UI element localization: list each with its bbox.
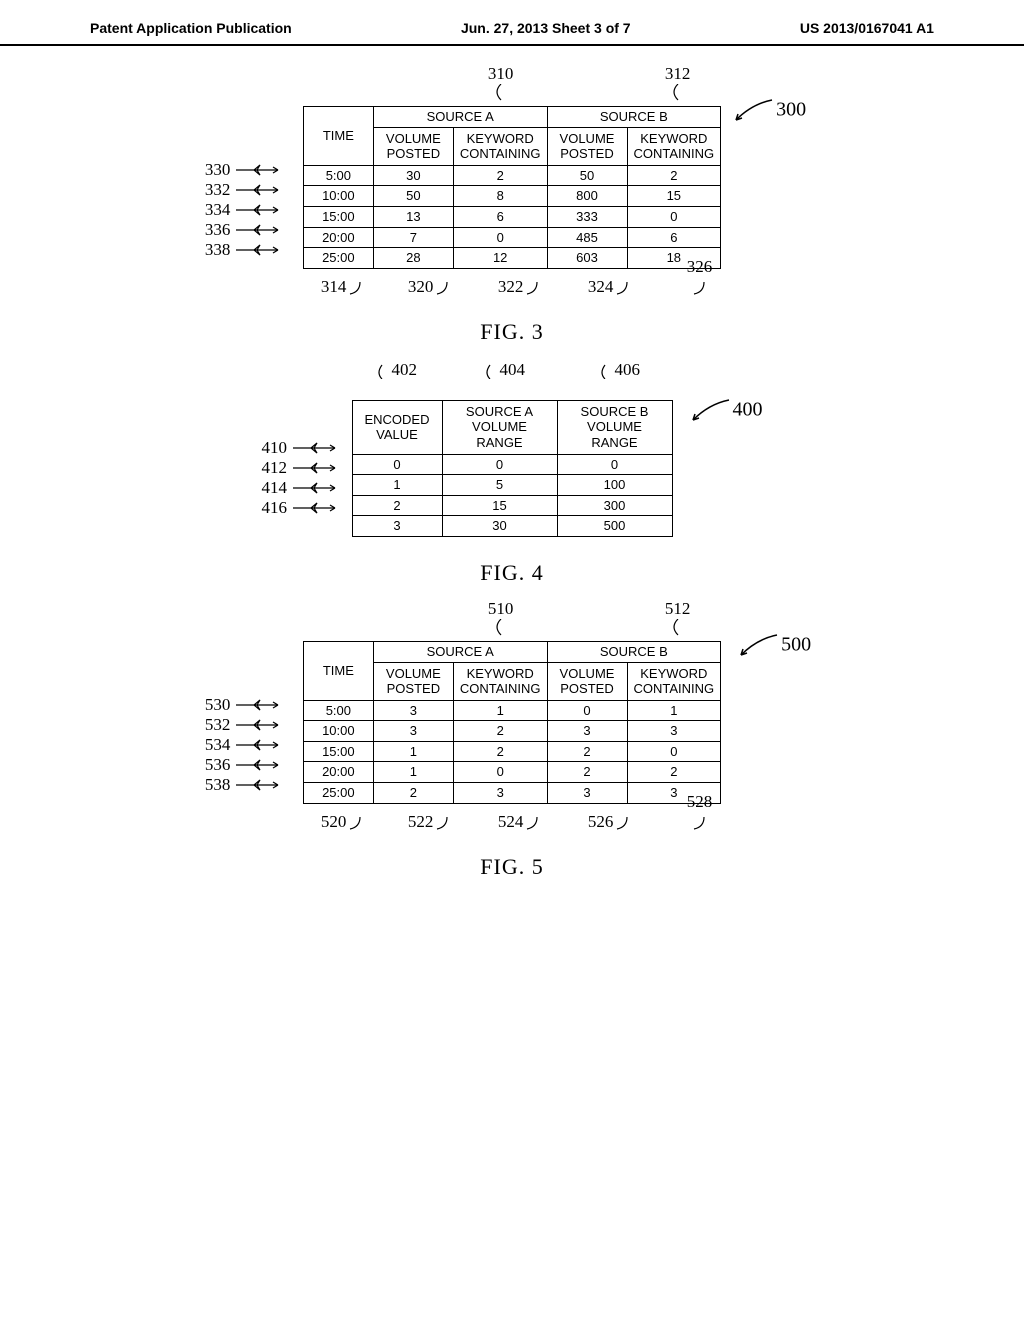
ref-322: 322: [498, 277, 544, 297]
header-left: Patent Application Publication: [90, 20, 292, 36]
ref-336: 336: [205, 220, 283, 240]
table-row: 5:003101: [303, 700, 720, 721]
table-row: 15100: [352, 475, 672, 496]
header-right: US 2013/0167041 A1: [800, 20, 934, 36]
fig3-table: TIME SOURCE A SOURCE B VOLUME POSTED KEY…: [303, 106, 721, 269]
ref-512: 512: [665, 599, 691, 637]
ref-326: 326: [678, 257, 721, 297]
page-body: 310 312 300 TIME SOURCE A SOURCE B: [0, 46, 1024, 880]
ref-536: 536: [205, 755, 283, 775]
page-header: Patent Application Publication Jun. 27, …: [0, 0, 1024, 46]
ref-416: 416: [262, 498, 340, 518]
th-a-key: KEYWORD CONTAINING: [453, 662, 547, 700]
fig5-caption: FIG. 5: [137, 854, 887, 880]
ref-410: 410: [262, 438, 340, 458]
ref-332: 332: [205, 180, 283, 200]
th-source-b: SOURCE B: [547, 641, 721, 662]
table-row: 20:001022: [303, 762, 720, 783]
fig4-table-wrap: 402 404 406 400 ENCODED VALUE SOURCE A V…: [352, 400, 673, 537]
ref-320: 320: [408, 277, 454, 297]
ref-330: 330: [205, 160, 283, 180]
ref-334: 334: [205, 200, 283, 220]
th-b-key: KEYWORD CONTAINING: [627, 127, 721, 165]
ref-522: 522: [408, 812, 454, 832]
ref-400: 400: [689, 396, 763, 426]
th-a-vol: VOLUME POSTED: [373, 127, 453, 165]
ref-530: 530: [205, 695, 283, 715]
table-row: 330500: [352, 516, 672, 537]
th-time: TIME: [303, 641, 373, 700]
figure-5: 510 512 500 TIME SOURCE A SOURCE B: [137, 641, 887, 880]
table-row: 25:00281260318: [303, 248, 720, 269]
ref-338: 338: [205, 240, 283, 260]
ref-524: 524: [498, 812, 544, 832]
ref-300: 300: [732, 96, 806, 126]
fig4-table: ENCODED VALUE SOURCE A VOLUME RANGE SOUR…: [352, 400, 673, 537]
fig5-table-wrap: 510 512 500 TIME SOURCE A SOURCE B: [303, 641, 721, 804]
th-source-b: SOURCE B: [547, 107, 721, 128]
ref-510: 510: [488, 599, 514, 637]
th-b-range: SOURCE B VOLUME RANGE: [557, 400, 672, 454]
table-row: 000: [352, 454, 672, 475]
ref-538: 538: [205, 775, 283, 795]
table-row: 15:001220: [303, 741, 720, 762]
th-a-vol: VOLUME POSTED: [373, 662, 453, 700]
ref-412: 412: [262, 458, 340, 478]
th-b-key: KEYWORD CONTAINING: [627, 662, 721, 700]
table-row: 10:003233: [303, 721, 720, 742]
header-center: Jun. 27, 2013 Sheet 3 of 7: [461, 20, 631, 36]
fig3-caption: FIG. 3: [137, 319, 887, 345]
ref-534: 534: [205, 735, 283, 755]
fig4-caption: FIG. 4: [137, 560, 887, 586]
ref-402: 402: [374, 360, 418, 380]
ref-500: 500: [737, 631, 811, 661]
th-time: TIME: [303, 107, 373, 166]
ref-324: 324: [588, 277, 634, 297]
ref-314: 314: [321, 277, 367, 297]
fig3-table-wrap: 310 312 300 TIME SOURCE A SOURCE B: [303, 106, 721, 269]
ref-414: 414: [262, 478, 340, 498]
th-b-vol: VOLUME POSTED: [547, 127, 627, 165]
th-b-vol: VOLUME POSTED: [547, 662, 627, 700]
table-row: 10:0050880015: [303, 186, 720, 207]
table-row: 25:002333: [303, 783, 720, 804]
th-a-range: SOURCE A VOLUME RANGE: [442, 400, 557, 454]
table-row: 215300: [352, 495, 672, 516]
th-source-a: SOURCE A: [373, 641, 547, 662]
table-row: 5:00302502: [303, 165, 720, 186]
fig5-table: TIME SOURCE A SOURCE B VOLUME POSTED KEY…: [303, 641, 721, 804]
ref-310: 310: [488, 64, 514, 102]
th-enc: ENCODED VALUE: [352, 400, 442, 454]
table-row: 15:001363330: [303, 206, 720, 227]
ref-528: 528: [678, 792, 721, 832]
th-source-a: SOURCE A: [373, 107, 547, 128]
ref-312: 312: [665, 64, 691, 102]
figure-4: 402 404 406 400 ENCODED VALUE SOURCE A V…: [137, 400, 887, 586]
ref-404: 404: [482, 360, 526, 380]
ref-406: 406: [597, 360, 641, 380]
figure-3: 310 312 300 TIME SOURCE A SOURCE B: [137, 106, 887, 345]
ref-532: 532: [205, 715, 283, 735]
ref-526: 526: [588, 812, 634, 832]
th-a-key: KEYWORD CONTAINING: [453, 127, 547, 165]
ref-520: 520: [321, 812, 367, 832]
table-row: 20:00704856: [303, 227, 720, 248]
